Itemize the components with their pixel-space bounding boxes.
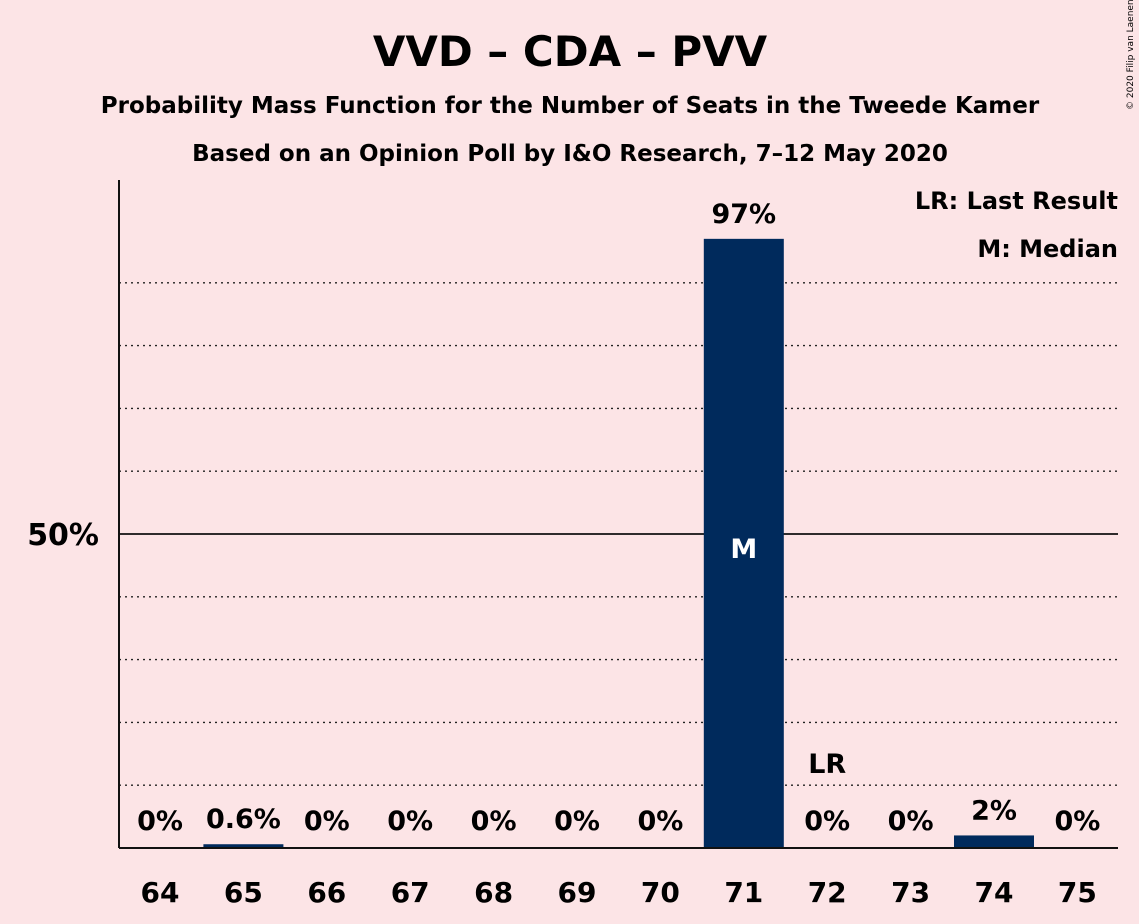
- bars: [203, 238, 1034, 849]
- axes: 64 65 66 67 68 69 70 71 72 73 74 75 50%: [27, 180, 1118, 909]
- last-result-marker: LR: [808, 749, 846, 780]
- value-label-72: 0%: [804, 806, 850, 837]
- median-marker: M: [730, 534, 757, 565]
- x-tick-label: 74: [975, 876, 1014, 909]
- x-tick-label: 69: [558, 876, 597, 909]
- x-tick-label: 66: [307, 876, 346, 909]
- value-label-74: 2%: [971, 795, 1017, 826]
- legend: LR: Last Result M: Median: [915, 187, 1118, 263]
- chart-title: VVD – CDA – PVV: [373, 27, 768, 76]
- bar-seats-65: [203, 844, 284, 848]
- chart-subtitle-poll: Based on an Opinion Poll by I&O Research…: [192, 141, 948, 167]
- bar-seats-71: [703, 238, 784, 849]
- x-tick-label: 70: [641, 876, 680, 909]
- chart-subtitle: Probability Mass Function for the Number…: [101, 93, 1040, 119]
- value-label-75: 0%: [1054, 806, 1100, 837]
- legend-last-result: LR: Last Result: [915, 187, 1118, 215]
- x-tick-label: 68: [474, 876, 513, 909]
- x-tick-label: 64: [141, 876, 180, 909]
- value-label-64: 0%: [137, 806, 183, 837]
- x-tick-label: 75: [1058, 876, 1097, 909]
- x-tick-label: 65: [224, 876, 263, 909]
- value-label-71: 97%: [711, 199, 776, 230]
- x-tick-label: 71: [724, 876, 763, 909]
- value-label-65: 0.6%: [206, 804, 281, 835]
- grid-lines: [119, 282, 1118, 786]
- value-labels: 0% 0.6% 0% 0% 0% 0% 0% 97% M 0% LR 0% 2% 0%: [137, 199, 1100, 837]
- x-tick-label: 72: [808, 876, 847, 909]
- value-label-70: 0%: [637, 806, 683, 837]
- x-tick-label: 73: [891, 876, 930, 909]
- y-tick-label: 50%: [27, 518, 99, 553]
- copyright-note: © 2020 Filip van Laenen: [1126, 0, 1136, 110]
- legend-median: M: Median: [977, 235, 1118, 263]
- value-label-73: 0%: [888, 806, 934, 837]
- value-label-66: 0%: [304, 806, 350, 837]
- value-label-67: 0%: [387, 806, 433, 837]
- x-tick-label: 67: [391, 876, 430, 909]
- bar-seats-74: [954, 835, 1034, 848]
- value-label-68: 0%: [471, 806, 517, 837]
- value-label-69: 0%: [554, 806, 600, 837]
